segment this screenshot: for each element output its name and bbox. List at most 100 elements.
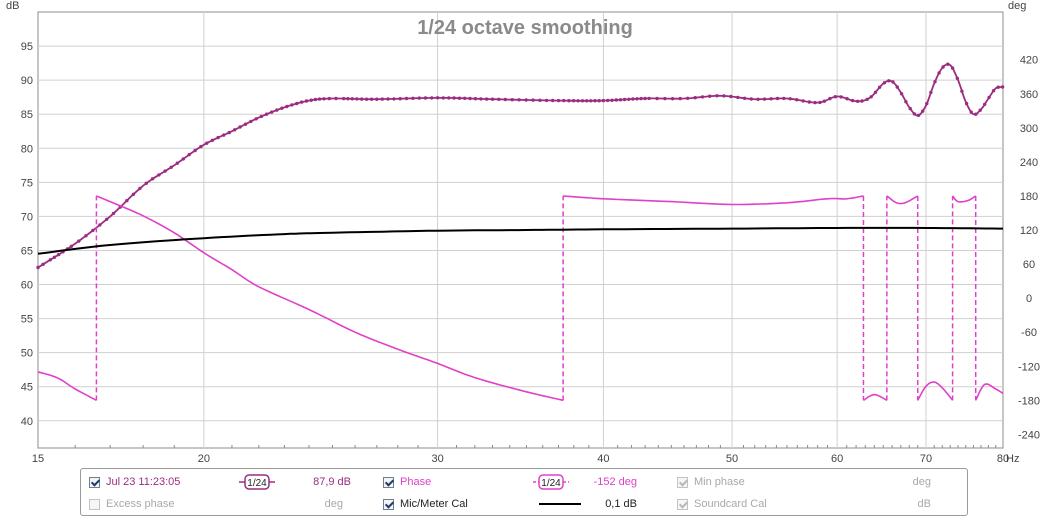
y-right-tick-label: 180 xyxy=(1020,191,1038,203)
measurement-point xyxy=(238,125,242,129)
measurement-point xyxy=(138,186,142,191)
measurement-point xyxy=(899,92,904,96)
measurement-point xyxy=(163,169,167,173)
y-right-tick-label: 60 xyxy=(1023,259,1035,271)
measurement-point xyxy=(946,62,950,66)
legend-soundcard-cal[interactable]: Soundcard Cal xyxy=(677,494,767,514)
measurement-point xyxy=(978,108,982,112)
measurement-point xyxy=(969,110,973,114)
measurement-point xyxy=(111,211,116,216)
measurement-checkbox[interactable] xyxy=(89,476,100,488)
phase-segment xyxy=(974,383,1004,401)
phase-segment xyxy=(917,381,954,401)
measurement-point xyxy=(860,99,864,103)
measurement-point xyxy=(769,97,773,101)
measurement-point xyxy=(270,110,274,114)
x-tick-label: 60 xyxy=(831,453,843,465)
x-axis-ticks: 15 20 30 40 50 60 70 80 xyxy=(32,453,1009,465)
measurement-point xyxy=(346,97,350,101)
x-axis-unit: Hz xyxy=(1006,453,1019,465)
min-phase-label: Min phase xyxy=(694,476,745,488)
y-left-tick-label: 50 xyxy=(21,348,33,360)
measurement-point xyxy=(580,99,585,103)
measurement-label: Jul 23 11:23:05 xyxy=(106,476,181,488)
measurement-point xyxy=(295,101,299,106)
measurement-point xyxy=(795,98,799,102)
x-tick-label: 15 xyxy=(32,453,44,465)
y-left-tick-label: 95 xyxy=(21,41,33,53)
measurement-point xyxy=(670,97,675,101)
measurement-point xyxy=(290,103,294,107)
series-layer xyxy=(36,62,1005,402)
measurement-point xyxy=(452,96,456,100)
measurement-point xyxy=(441,96,445,100)
legend-measurement[interactable]: Jul 23 11:23:05 xyxy=(89,472,180,492)
legend-phase[interactable]: Phase xyxy=(383,472,431,492)
measurement-point xyxy=(227,130,231,135)
soundcard-cal-checkbox[interactable] xyxy=(677,498,688,510)
legend-min-phase[interactable]: Min phase xyxy=(677,472,745,492)
measurement-point xyxy=(544,98,549,103)
measurement-point xyxy=(933,80,937,84)
measurement-point xyxy=(468,96,472,101)
measurement-point xyxy=(562,98,566,103)
measurement-point xyxy=(742,96,747,101)
legend-row-1: Jul 23 11:23:05 1/24 87,9 dB Phase 1/24 … xyxy=(81,472,967,492)
phase-checkbox[interactable] xyxy=(383,476,394,488)
measurement-smoothing-badge[interactable]: 1/24 xyxy=(239,473,275,491)
measurement-point xyxy=(964,101,969,106)
mic-cal-value: 0,1 dB xyxy=(605,498,637,510)
mic-cal-label: Mic/Meter Cal xyxy=(400,498,468,510)
measurement-point xyxy=(205,141,209,145)
measurement-point xyxy=(243,122,248,126)
measurement-point xyxy=(639,96,643,101)
measurement-point xyxy=(941,65,945,69)
measurement-point xyxy=(322,97,326,101)
measurement-point xyxy=(925,101,929,106)
measurement-point xyxy=(551,98,555,103)
measurement-point xyxy=(1000,85,1005,89)
measurement-point xyxy=(775,96,780,101)
measurement-point xyxy=(813,100,817,105)
measurement-point xyxy=(593,99,597,103)
phase-smoothing-badge[interactable]: 1/24 xyxy=(533,473,569,491)
measurement-point xyxy=(891,80,895,84)
measurement-point xyxy=(622,97,627,102)
y-right-tick-label: 300 xyxy=(1020,123,1038,135)
x-tick-label: 50 xyxy=(726,453,738,465)
y-right-tick-label: -180 xyxy=(1018,395,1040,407)
measurement-point xyxy=(327,96,331,101)
measurement-point xyxy=(490,97,495,101)
mic-cal-checkbox[interactable] xyxy=(383,498,394,510)
measurement-point xyxy=(895,85,899,89)
measurement-point xyxy=(233,128,237,132)
y-left-tick-label: 40 xyxy=(21,416,33,428)
measurement-point xyxy=(169,165,173,169)
y-right-tick-label: -120 xyxy=(1018,361,1040,373)
measurement-point xyxy=(722,94,726,98)
measurement-point xyxy=(404,96,409,101)
min-phase-checkbox[interactable] xyxy=(677,476,688,488)
legend-mic-cal[interactable]: Mic/Meter Cal xyxy=(383,494,468,514)
measurement-point xyxy=(908,106,912,111)
measurement-point xyxy=(647,96,651,101)
measurement-point xyxy=(571,99,576,103)
measurement-point xyxy=(199,144,203,149)
excess-phase-value: deg xyxy=(324,498,343,510)
measurement-point xyxy=(828,96,832,101)
y-left-tick-label: 55 xyxy=(21,314,33,326)
chart-title: 1/24 octave smoothing xyxy=(417,17,633,39)
measurement-point xyxy=(355,97,359,101)
measurement-point xyxy=(715,94,719,98)
measurement-point xyxy=(463,96,467,101)
measurement-point xyxy=(756,97,760,102)
measurement-point xyxy=(869,95,873,99)
legend-panel: Jul 23 11:23:05 1/24 87,9 dB Phase 1/24 … xyxy=(80,468,968,516)
legend-excess-phase[interactable]: Excess phase xyxy=(89,494,174,514)
measurement-point xyxy=(193,148,197,153)
excess-phase-checkbox[interactable] xyxy=(89,498,100,510)
measurement-point xyxy=(300,100,304,104)
measurement-point xyxy=(91,228,95,233)
measurement-point xyxy=(996,85,1000,89)
measurement-point xyxy=(479,97,483,101)
